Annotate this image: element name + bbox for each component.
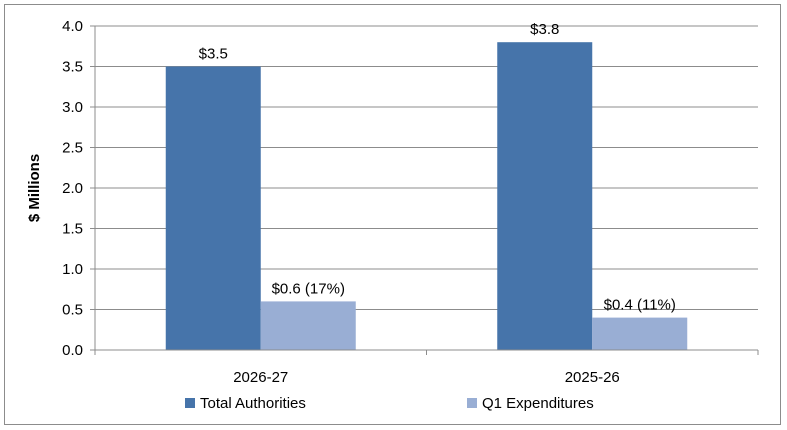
legend: Total Authorities Q1 Expenditures: [185, 395, 594, 412]
y-tick-label: 3.5: [62, 59, 83, 76]
chart-frame: [4, 4, 781, 425]
bar-q1-expenditures-2025-26: [592, 317, 688, 350]
y-tick-label: 1.5: [62, 221, 83, 238]
y-tick-label: 0.0: [62, 342, 83, 359]
y-axis-title: $ Millions: [26, 154, 43, 222]
axes: [94, 26, 758, 351]
legend-swatch-q1-expenditures: [467, 398, 477, 408]
x-tick-label: 2026-27: [233, 369, 288, 386]
bar-total-authorities-2026-27: [165, 66, 261, 350]
bar-total-authorities-2025-26: [497, 42, 593, 350]
y-tick-label: 1.0: [62, 261, 83, 278]
legend-label: Total Authorities: [200, 395, 306, 412]
y-tick-label: 2.0: [62, 180, 83, 197]
data-labels: $3.5 $0.6 (17%) $3.8 $0.4 (11%): [199, 21, 676, 313]
data-label: $0.4 (11%): [604, 297, 676, 314]
y-axis-ticks: 0.0 0.5 1.0 1.5 2.0 2.5 3.0 3.5 4.0: [62, 18, 95, 359]
y-tick-label: 3.0: [62, 99, 83, 116]
x-tick-label: 2025-26: [565, 369, 620, 386]
bar-q1-expenditures-2026-27: [260, 301, 356, 350]
y-tick-label: 0.5: [62, 302, 83, 319]
y-tick-label: 2.5: [62, 140, 83, 157]
data-label: $0.6 (17%): [272, 280, 345, 297]
legend-label: Q1 Expenditures: [482, 395, 594, 412]
x-axis-ticks: 2026-27 2025-26: [94, 350, 759, 386]
data-label: $3.8: [530, 21, 559, 38]
data-label: $3.5: [199, 46, 228, 63]
legend-swatch-total-authorities: [185, 398, 195, 408]
y-tick-label: 4.0: [62, 18, 83, 35]
bars: [165, 42, 688, 350]
